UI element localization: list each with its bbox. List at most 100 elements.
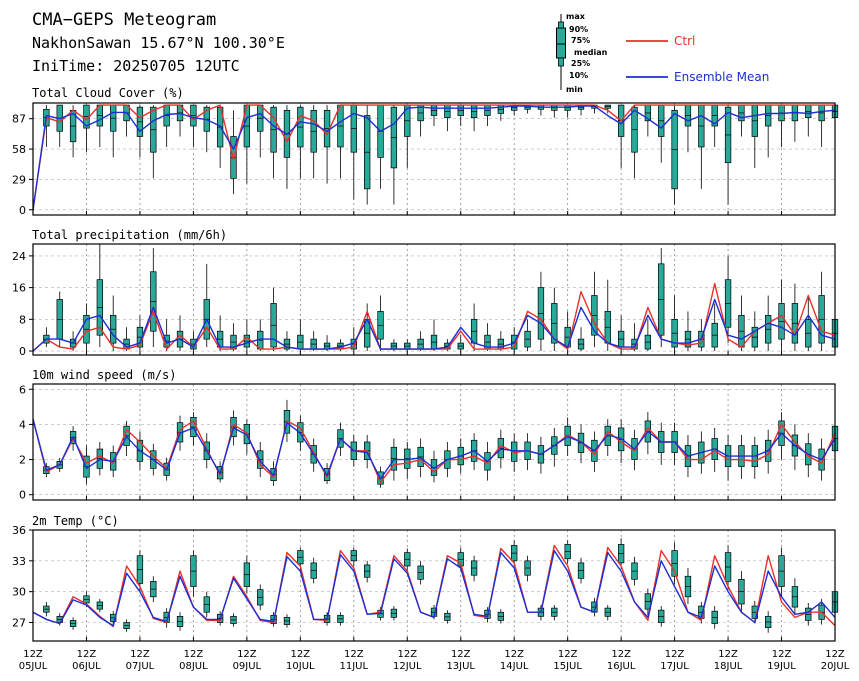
box-precip bbox=[791, 283, 799, 352]
box-temp bbox=[577, 557, 585, 584]
box-cloud bbox=[190, 104, 197, 147]
box-temp bbox=[43, 601, 50, 617]
legend-max: max bbox=[566, 12, 586, 21]
panel-title-wind: 10m wind speed (m/s) bbox=[32, 368, 177, 382]
x-tick-date: 12JUL bbox=[393, 661, 422, 672]
legend-box-icon bbox=[556, 14, 566, 90]
box-precip bbox=[203, 263, 210, 348]
x-tick-hour: 12Z bbox=[504, 649, 524, 660]
box-temp bbox=[417, 560, 424, 585]
box-precip bbox=[323, 335, 331, 352]
box-wind bbox=[751, 436, 758, 479]
box-cloud bbox=[470, 104, 478, 132]
box-precip bbox=[818, 271, 825, 352]
box-cloud bbox=[176, 104, 184, 137]
panel-frame bbox=[32, 383, 836, 501]
box-precip bbox=[257, 319, 264, 352]
box-temp bbox=[551, 605, 558, 621]
box-precip bbox=[364, 303, 371, 352]
box-precip bbox=[617, 315, 625, 352]
box-cloud bbox=[791, 104, 799, 142]
mean-line-wind bbox=[32, 419, 836, 480]
box-temp bbox=[444, 610, 451, 624]
box-precip bbox=[805, 295, 812, 352]
box-cloud bbox=[323, 105, 331, 184]
box-precip bbox=[591, 271, 598, 348]
y-tick-label: 33 bbox=[12, 555, 26, 568]
box-temp bbox=[457, 547, 464, 572]
legend-min: min bbox=[566, 85, 583, 94]
panel-title-precip: Total precipitation (mm/6h) bbox=[32, 228, 227, 242]
box-precip bbox=[430, 319, 438, 352]
box-temp bbox=[604, 605, 611, 621]
box-precip bbox=[577, 327, 585, 352]
box-temp bbox=[350, 547, 357, 566]
box-precip bbox=[671, 295, 678, 352]
box-temp bbox=[364, 560, 371, 583]
box-temp bbox=[283, 614, 291, 628]
box-cloud bbox=[297, 105, 304, 179]
box-cloud bbox=[604, 104, 611, 114]
panel-precip: 0 8 16 24 bbox=[12, 243, 839, 358]
box-temp bbox=[203, 591, 210, 618]
x-tick-date: 16JUL bbox=[607, 661, 636, 672]
legend-ctrl-label: Ctrl bbox=[674, 34, 695, 48]
box-temp bbox=[671, 542, 678, 585]
x-tick-hour: 12Z bbox=[718, 649, 738, 660]
mean-line-cloud bbox=[32, 105, 836, 210]
box-temp bbox=[805, 602, 812, 626]
box-cloud bbox=[283, 105, 291, 189]
x-tick-hour: 12Z bbox=[451, 649, 471, 660]
x-tick-date: 10JUL bbox=[286, 661, 315, 672]
y-tick-label: 2 bbox=[19, 454, 26, 467]
y-tick-label: 36 bbox=[12, 524, 26, 537]
box-precip bbox=[524, 319, 531, 352]
box-temp bbox=[150, 576, 157, 602]
box-cloud bbox=[805, 104, 812, 137]
legend-p75: 75% bbox=[571, 36, 590, 45]
box-precip bbox=[738, 295, 745, 352]
legend-p90: 90% bbox=[569, 25, 588, 34]
box-cloud bbox=[56, 104, 63, 147]
ctrl-line-cloud bbox=[32, 104, 835, 210]
x-tick-date: 07JUL bbox=[126, 661, 155, 672]
box-cloud bbox=[511, 104, 518, 116]
box-cloud bbox=[684, 104, 692, 153]
y-tick-label: 0 bbox=[19, 489, 26, 502]
x-tick-hour: 12Z bbox=[772, 649, 792, 660]
location-label: NakhonSawan 15.67°N 100.30°E bbox=[32, 34, 285, 52]
chart-title: CMA−GEPS Meteogram bbox=[32, 10, 216, 30]
legend-p10: 10% bbox=[569, 71, 588, 80]
x-tick-hour: 12Z bbox=[291, 649, 311, 660]
x-tick-date: 13JUL bbox=[446, 661, 475, 672]
box-cloud bbox=[738, 104, 745, 137]
box-precip bbox=[150, 247, 157, 348]
box-cloud bbox=[310, 105, 317, 179]
box-precip bbox=[83, 303, 90, 352]
x-axis: 12Z05JUL12Z06JUL12Z07JUL12Z08JUL12Z09JUL… bbox=[19, 649, 850, 672]
x-tick-date: 11JUL bbox=[340, 661, 369, 672]
box-temp bbox=[96, 598, 103, 613]
panel-wind: 0 2 4 6 bbox=[19, 383, 839, 502]
box-temp bbox=[724, 545, 732, 590]
y-tick-label: 4 bbox=[19, 418, 26, 431]
box-precip bbox=[711, 303, 718, 352]
box-cloud bbox=[778, 104, 785, 147]
x-tick-hour: 12Z bbox=[397, 649, 417, 660]
x-tick-hour: 12Z bbox=[558, 649, 578, 660]
panel-title-temp: 2m Temp (°C) bbox=[32, 514, 119, 528]
box-temp bbox=[163, 608, 170, 628]
box-cloud bbox=[350, 104, 357, 200]
box-cloud bbox=[751, 104, 758, 168]
panel-cloud: 0 29 58 87 bbox=[12, 102, 839, 217]
y-tick-label: 16 bbox=[12, 282, 26, 295]
y-tick-label: 0 bbox=[19, 345, 26, 358]
x-tick-hour: 12Z bbox=[184, 649, 204, 660]
panel-temp: 27 30 33 36 bbox=[12, 524, 839, 642]
y-tick-label: 30 bbox=[12, 586, 26, 599]
box-cloud bbox=[83, 104, 90, 153]
box-wind bbox=[658, 422, 665, 465]
x-tick-date: 06JUL bbox=[72, 661, 101, 672]
box-cloud bbox=[617, 104, 625, 168]
